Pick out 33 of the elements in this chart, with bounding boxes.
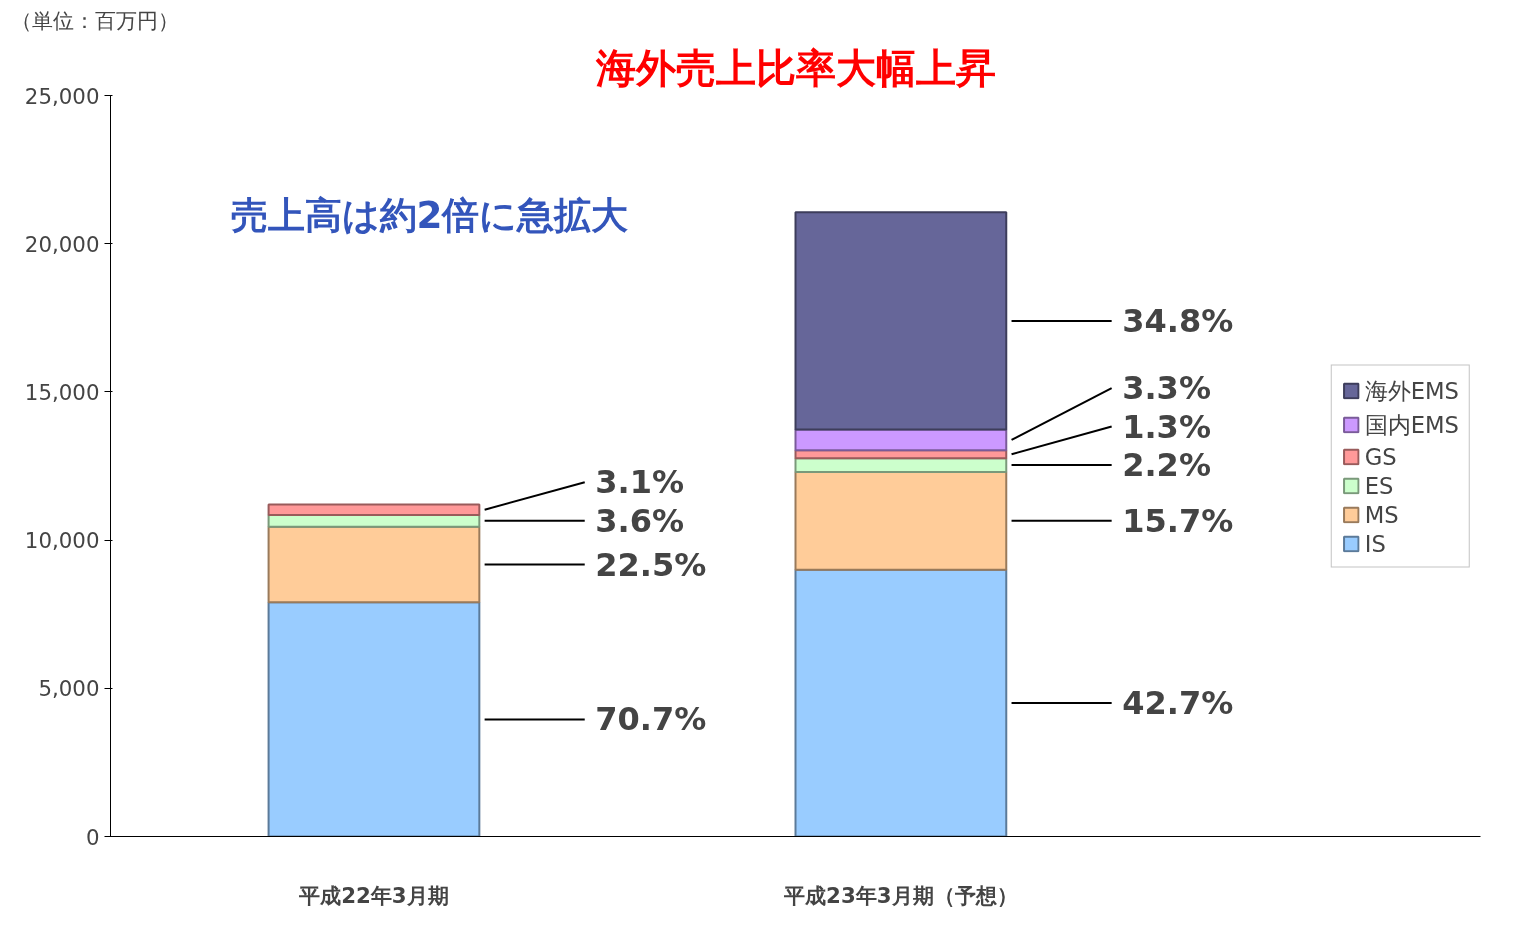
bar bbox=[794, 568, 1008, 837]
annotation: 3.6% bbox=[595, 501, 685, 540]
annotation: 34.8% bbox=[1122, 301, 1234, 340]
annotation: 42.7% bbox=[1122, 684, 1234, 723]
text: （単位：百万円） bbox=[10, 7, 179, 33]
y-tick-label: 25,000 bbox=[24, 83, 100, 109]
legend-label: 国内EMS bbox=[1364, 410, 1459, 439]
legend-label: GS bbox=[1364, 443, 1397, 469]
annotation: 2.2% bbox=[1122, 446, 1211, 485]
legend-label: ES bbox=[1364, 472, 1394, 498]
legend-label: MS bbox=[1364, 501, 1399, 527]
annotation: 15.7% bbox=[1122, 501, 1234, 540]
annotation: 22.5% bbox=[595, 545, 707, 584]
bar bbox=[267, 503, 481, 516]
bar bbox=[794, 470, 1008, 571]
y-tick-label: 0 bbox=[85, 824, 100, 850]
x-tick-label: 平成22年3月期 bbox=[298, 882, 449, 908]
y-tick-label: 15,000 bbox=[24, 379, 100, 405]
annotation: 1.3% bbox=[1122, 407, 1211, 446]
legend-label: IS bbox=[1364, 530, 1386, 556]
annotation: 3.3% bbox=[1122, 369, 1211, 408]
bar bbox=[267, 525, 481, 604]
chart-title: 海外売上比率大幅上昇 bbox=[594, 44, 996, 91]
y-tick-label: 10,000 bbox=[24, 528, 100, 554]
legend-label: 海外EMS bbox=[1364, 376, 1459, 405]
y-tick-label: 5,000 bbox=[38, 676, 100, 702]
x-tick-label: 平成23年3月期（予想） bbox=[783, 882, 1018, 908]
y-tick-label: 20,000 bbox=[24, 231, 100, 257]
annotation: 3.1% bbox=[595, 463, 685, 502]
bar bbox=[267, 601, 481, 837]
annotation: 70.7% bbox=[595, 700, 707, 739]
bar bbox=[794, 211, 1008, 431]
annotation: 売上高は約2倍に急拡大 bbox=[230, 192, 629, 237]
